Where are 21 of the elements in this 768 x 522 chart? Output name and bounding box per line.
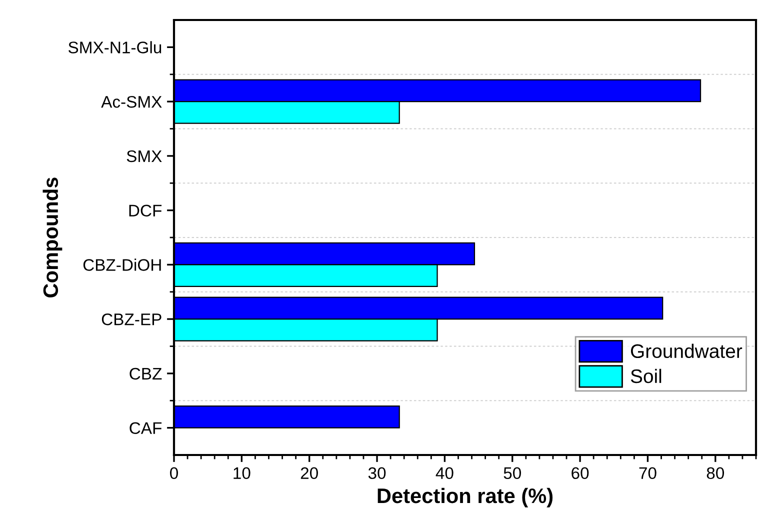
y-tick-label: CBZ-EP (102, 313, 162, 326)
x-tick-label: 60 (572, 467, 589, 480)
y-tick-label: CAF (130, 422, 162, 434)
legend-label: Soil (630, 368, 662, 384)
y-tick-label: SMX-N1-Glu (68, 41, 162, 54)
y-tick-label: Ac-SMX (101, 96, 162, 108)
y-axis-title: Compounds (42, 178, 62, 298)
x-tick-label: 20 (300, 467, 318, 480)
x-tick-label: 30 (368, 467, 386, 480)
x-tick-label: 40 (436, 467, 454, 480)
y-tick-label: CBZ-DiOH (83, 258, 161, 271)
x-tick-label: 50 (504, 467, 521, 480)
y-tick-label: CBZ (130, 368, 162, 380)
y-tick-label: SMX (126, 150, 162, 162)
x-tick-label: 70 (639, 467, 656, 480)
x-tick-label: 0 (170, 467, 178, 480)
y-tick-label: DCF (129, 204, 162, 217)
legend-label: Groundwater (630, 344, 742, 358)
x-axis-title: Detection rate (%) (378, 488, 553, 508)
x-tick-label: 80 (706, 467, 724, 480)
x-tick-label: 10 (234, 467, 250, 480)
